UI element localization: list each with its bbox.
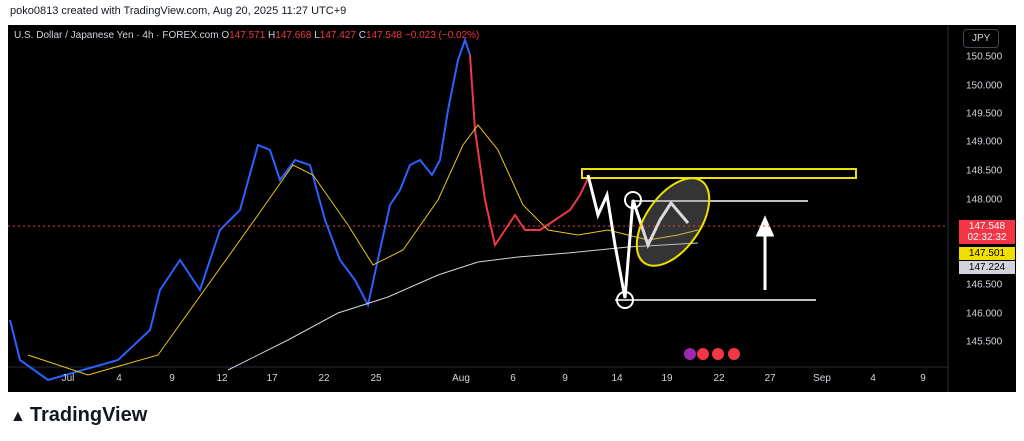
time-label: 27 <box>764 373 776 384</box>
close-label: C <box>358 30 366 41</box>
countdown: 02:32:32 <box>967 232 1007 243</box>
time-label: 6 <box>510 373 516 384</box>
low-label: L <box>314 30 320 41</box>
event-icons <box>684 348 740 360</box>
credit: poko0813 created with TradingView.com, A… <box>10 5 347 17</box>
change: −0.023 (−0.02%) <box>404 30 480 41</box>
open: 147.571 <box>229 30 266 41</box>
chart-panel: U.S. Dollar / Japanese Yen · 4h · FOREX.… <box>8 25 1016 392</box>
time-label: 22 <box>713 373 725 384</box>
price-label: 148.500 <box>966 165 1003 177</box>
moving-average-slow <box>227 242 699 371</box>
time-label: 4 <box>116 373 122 384</box>
resistance-box <box>581 168 857 179</box>
symbol: U.S. Dollar / Japanese Yen · 4h · FOREX.… <box>14 30 219 41</box>
price-line <box>9 36 471 382</box>
footer-logo: ▲ TradingView <box>10 404 148 426</box>
time-label: 17 <box>266 373 278 384</box>
time-label: 25 <box>370 373 382 384</box>
highlight-ellipse <box>635 177 711 267</box>
price-label: 148.000 <box>966 194 1003 206</box>
time-label: 9 <box>920 373 926 384</box>
logo-text: TradingView <box>29 404 148 426</box>
moving-average-fast <box>27 124 699 376</box>
currency-button[interactable]: JPY <box>963 29 1000 48</box>
time-label: 19 <box>661 373 673 384</box>
price-label: 149.000 <box>966 136 1003 148</box>
time-label: Aug <box>452 373 470 384</box>
time-label: 4 <box>870 373 876 384</box>
up-arrow <box>755 215 775 290</box>
ma-slow-tag: 147.224 <box>959 261 1015 274</box>
price-label: 146.000 <box>966 308 1003 320</box>
last-price: 147.548 <box>968 221 1006 232</box>
pivot-circle <box>616 291 634 309</box>
time-label: 14 <box>611 373 623 384</box>
time-label: Sep <box>813 373 831 384</box>
high-label: H <box>268 30 276 41</box>
close: 147.548 <box>365 30 403 41</box>
pivot-circle <box>624 191 642 209</box>
price-label: 150.000 <box>966 80 1003 92</box>
projection-path <box>586 174 690 299</box>
time-label: 22 <box>318 373 330 384</box>
time-label: Jul <box>61 373 75 384</box>
low: 147.427 <box>319 30 356 41</box>
price-label: 150.500 <box>966 51 1003 63</box>
ma-fast-tag: 147.501 <box>959 247 1015 260</box>
ohlc-legend: U.S. Dollar / Japanese Yen · 4h · FOREX.… <box>14 30 479 41</box>
time-label: 12 <box>216 373 228 384</box>
price-label: 146.500 <box>966 279 1003 291</box>
price-label: 145.500 <box>966 336 1003 348</box>
open-label: O <box>221 30 230 41</box>
price-label: 149.500 <box>966 108 1003 120</box>
high: 147.668 <box>275 30 312 41</box>
chart-drawing <box>8 25 949 392</box>
last-price-tag: 147.548 02:32:32 <box>959 220 1015 244</box>
time-label: 9 <box>562 373 568 384</box>
time-label: 9 <box>169 373 175 384</box>
price-line-down <box>469 54 589 248</box>
